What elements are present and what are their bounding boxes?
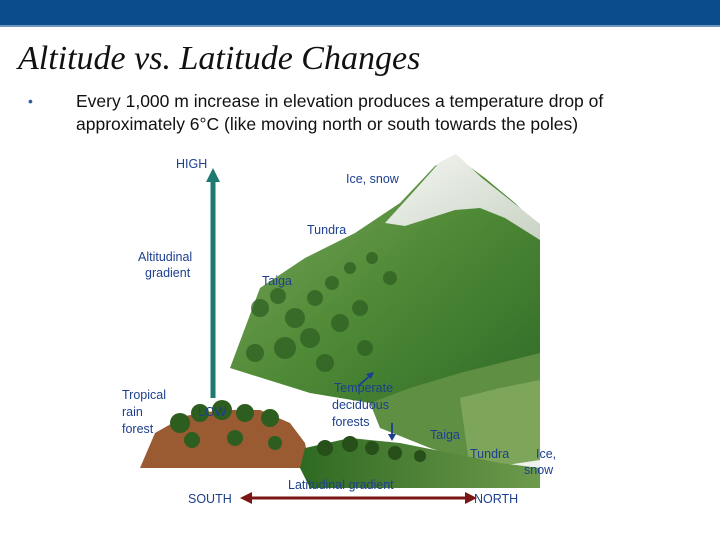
- right-slope-light: [460, 380, 540, 473]
- latitude-arrow-right-head: [465, 492, 477, 504]
- label-north: NORTH: [474, 492, 519, 506]
- label-latitudinal-gradient: Latitudinal gradient: [288, 478, 394, 492]
- lowland-forest: [300, 438, 540, 488]
- diagram-illustration: [140, 154, 540, 504]
- latitude-arrow-left-head: [240, 492, 252, 504]
- bullet-dot: •: [28, 93, 33, 109]
- label-tundra-upper: Tundra: [307, 223, 347, 237]
- bullet-text: Every 1,000 m increase in elevation prod…: [76, 91, 604, 134]
- label-taiga-upper: Taiga: [262, 274, 292, 288]
- label-temperate-2: deciduous: [332, 398, 389, 412]
- label-tropical-2: rain: [122, 405, 143, 419]
- label-altitudinal-gradient-2: gradient: [145, 266, 191, 280]
- label-ice-lower-2: snow: [524, 463, 554, 477]
- label-high: HIGH: [176, 157, 208, 171]
- title-bar: [0, 0, 720, 25]
- slide-title: Altitude vs. Latitude Changes: [18, 40, 421, 77]
- label-altitudinal-gradient-1: Altitudinal: [138, 250, 193, 264]
- label-temperate-3: forests: [332, 415, 370, 429]
- snow-cap: [385, 154, 540, 240]
- label-ice-snow-top: Ice, snow: [346, 172, 399, 186]
- tropical-trees: [170, 400, 282, 450]
- label-low: LOW: [198, 405, 227, 419]
- label-south: SOUTH: [188, 492, 232, 506]
- label-tropical-1: Tropical: [122, 388, 166, 402]
- temperate-trees: [317, 436, 426, 462]
- label-tropical-3: forest: [122, 422, 154, 436]
- altitude-latitude-diagram: HIGH Altitudinal gradient Ice, snow Tund…: [110, 148, 580, 518]
- label-tundra-lower: Tundra: [470, 447, 510, 461]
- label-temperate-1: Temperate: [334, 381, 394, 395]
- label-ice-lower-1: Ice,: [536, 447, 557, 461]
- mountain-trees: [246, 252, 397, 372]
- mountain-slope: [230, 156, 540, 418]
- altitude-arrow-head: [206, 168, 220, 182]
- label-taiga-lower: Taiga: [430, 428, 460, 442]
- title-rule: [0, 25, 720, 27]
